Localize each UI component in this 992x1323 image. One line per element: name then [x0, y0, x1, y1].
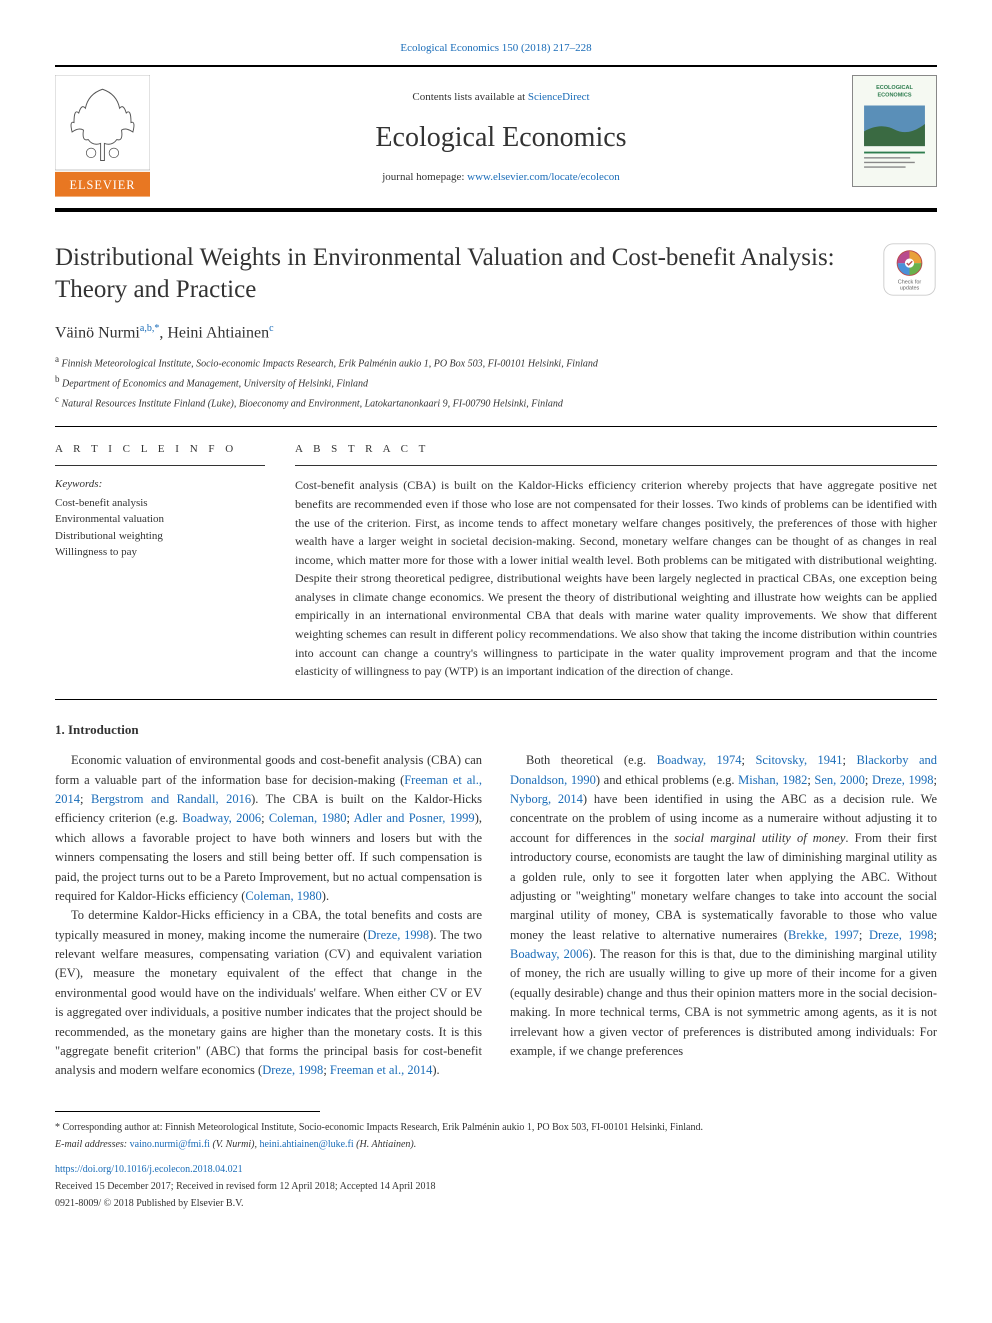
doi-link[interactable]: https://doi.org/10.1016/j.ecolecon.2018.… — [55, 1162, 937, 1177]
abstract-column: A B S T R A C T Cost-benefit analysis (C… — [295, 441, 937, 681]
contents-line: Contents lists available at ScienceDirec… — [170, 89, 832, 106]
section-heading-introduction: 1. Introduction — [55, 720, 937, 740]
email-label: E-mail addresses: — [55, 1139, 130, 1150]
keyword: Distributional weighting — [55, 528, 265, 545]
footer-divider — [55, 1111, 320, 1112]
homepage-link[interactable]: www.elsevier.com/locate/ecolecon — [467, 171, 620, 183]
corresponding-author: * Corresponding author at: Finnish Meteo… — [55, 1120, 937, 1135]
email-addresses: E-mail addresses: vaino.nurmi@fmi.fi (V.… — [55, 1137, 937, 1152]
affiliation: b Department of Economics and Management… — [55, 373, 937, 391]
body-paragraph: Both theoretical (e.g. Boadway, 1974; Sc… — [510, 751, 937, 1061]
authors: Väinö Nurmia,b,*, Heini Ahtiainenc — [55, 321, 937, 345]
article-title: Distributional Weights in Environmental … — [55, 242, 862, 307]
contents-prefix: Contents lists available at — [412, 91, 527, 103]
article-info-heading: A R T I C L E I N F O — [55, 441, 265, 458]
affiliation: a Finnish Meteorological Institute, Soci… — [55, 353, 937, 371]
keyword: Willingness to pay — [55, 544, 265, 561]
divider — [55, 699, 937, 700]
svg-text:ECOLOGICAL: ECOLOGICAL — [876, 84, 913, 90]
email-link[interactable]: vaino.nurmi@fmi.fi — [130, 1139, 210, 1150]
journal-cover-thumbnail: ECOLOGICAL ECONOMICS — [852, 75, 937, 188]
svg-text:updates: updates — [900, 285, 920, 291]
top-citation[interactable]: Ecological Economics 150 (2018) 217–228 — [55, 40, 937, 57]
sciencedirect-link[interactable]: ScienceDirect — [528, 91, 590, 103]
svg-text:ECONOMICS: ECONOMICS — [877, 92, 911, 98]
homepage-prefix: journal homepage: — [382, 171, 467, 183]
elsevier-logo-container: ELSEVIER — [55, 67, 160, 208]
elsevier-tree-logo: ELSEVIER — [55, 75, 150, 199]
email-link[interactable]: heini.ahtiainen@luke.fi — [259, 1139, 353, 1150]
abstract-heading: A B S T R A C T — [295, 441, 937, 458]
homepage-line: journal homepage: www.elsevier.com/locat… — [170, 169, 832, 186]
info-divider — [295, 465, 937, 466]
received-dates: Received 15 December 2017; Received in r… — [55, 1179, 937, 1194]
divider — [55, 426, 937, 427]
body-paragraph: Economic valuation of environmental good… — [55, 751, 482, 906]
body-text: Economic valuation of environmental good… — [55, 751, 937, 1080]
body-paragraph: To determine Kaldor-Hicks efficiency in … — [55, 906, 482, 1080]
journal-cover-container: ECOLOGICAL ECONOMICS — [842, 67, 937, 208]
journal-header: ELSEVIER Contents lists available at Sci… — [55, 65, 937, 212]
journal-name: Ecological Economics — [170, 117, 832, 159]
svg-text:Check for: Check for — [898, 279, 922, 285]
check-for-updates-icon[interactable]: Check for updates — [882, 242, 937, 297]
keyword: Cost-benefit analysis — [55, 495, 265, 512]
abstract-text: Cost-benefit analysis (CBA) is built on … — [295, 476, 937, 681]
keywords-label: Keywords: — [55, 476, 265, 493]
affiliation: c Natural Resources Institute Finland (L… — [55, 393, 937, 411]
info-divider — [55, 465, 265, 466]
keyword: Environmental valuation — [55, 511, 265, 528]
article-info-column: A R T I C L E I N F O Keywords: Cost-ben… — [55, 441, 265, 681]
header-center: Contents lists available at ScienceDirec… — [160, 67, 842, 208]
copyright: 0921-8009/ © 2018 Published by Elsevier … — [55, 1196, 937, 1211]
svg-text:ELSEVIER: ELSEVIER — [70, 178, 136, 192]
